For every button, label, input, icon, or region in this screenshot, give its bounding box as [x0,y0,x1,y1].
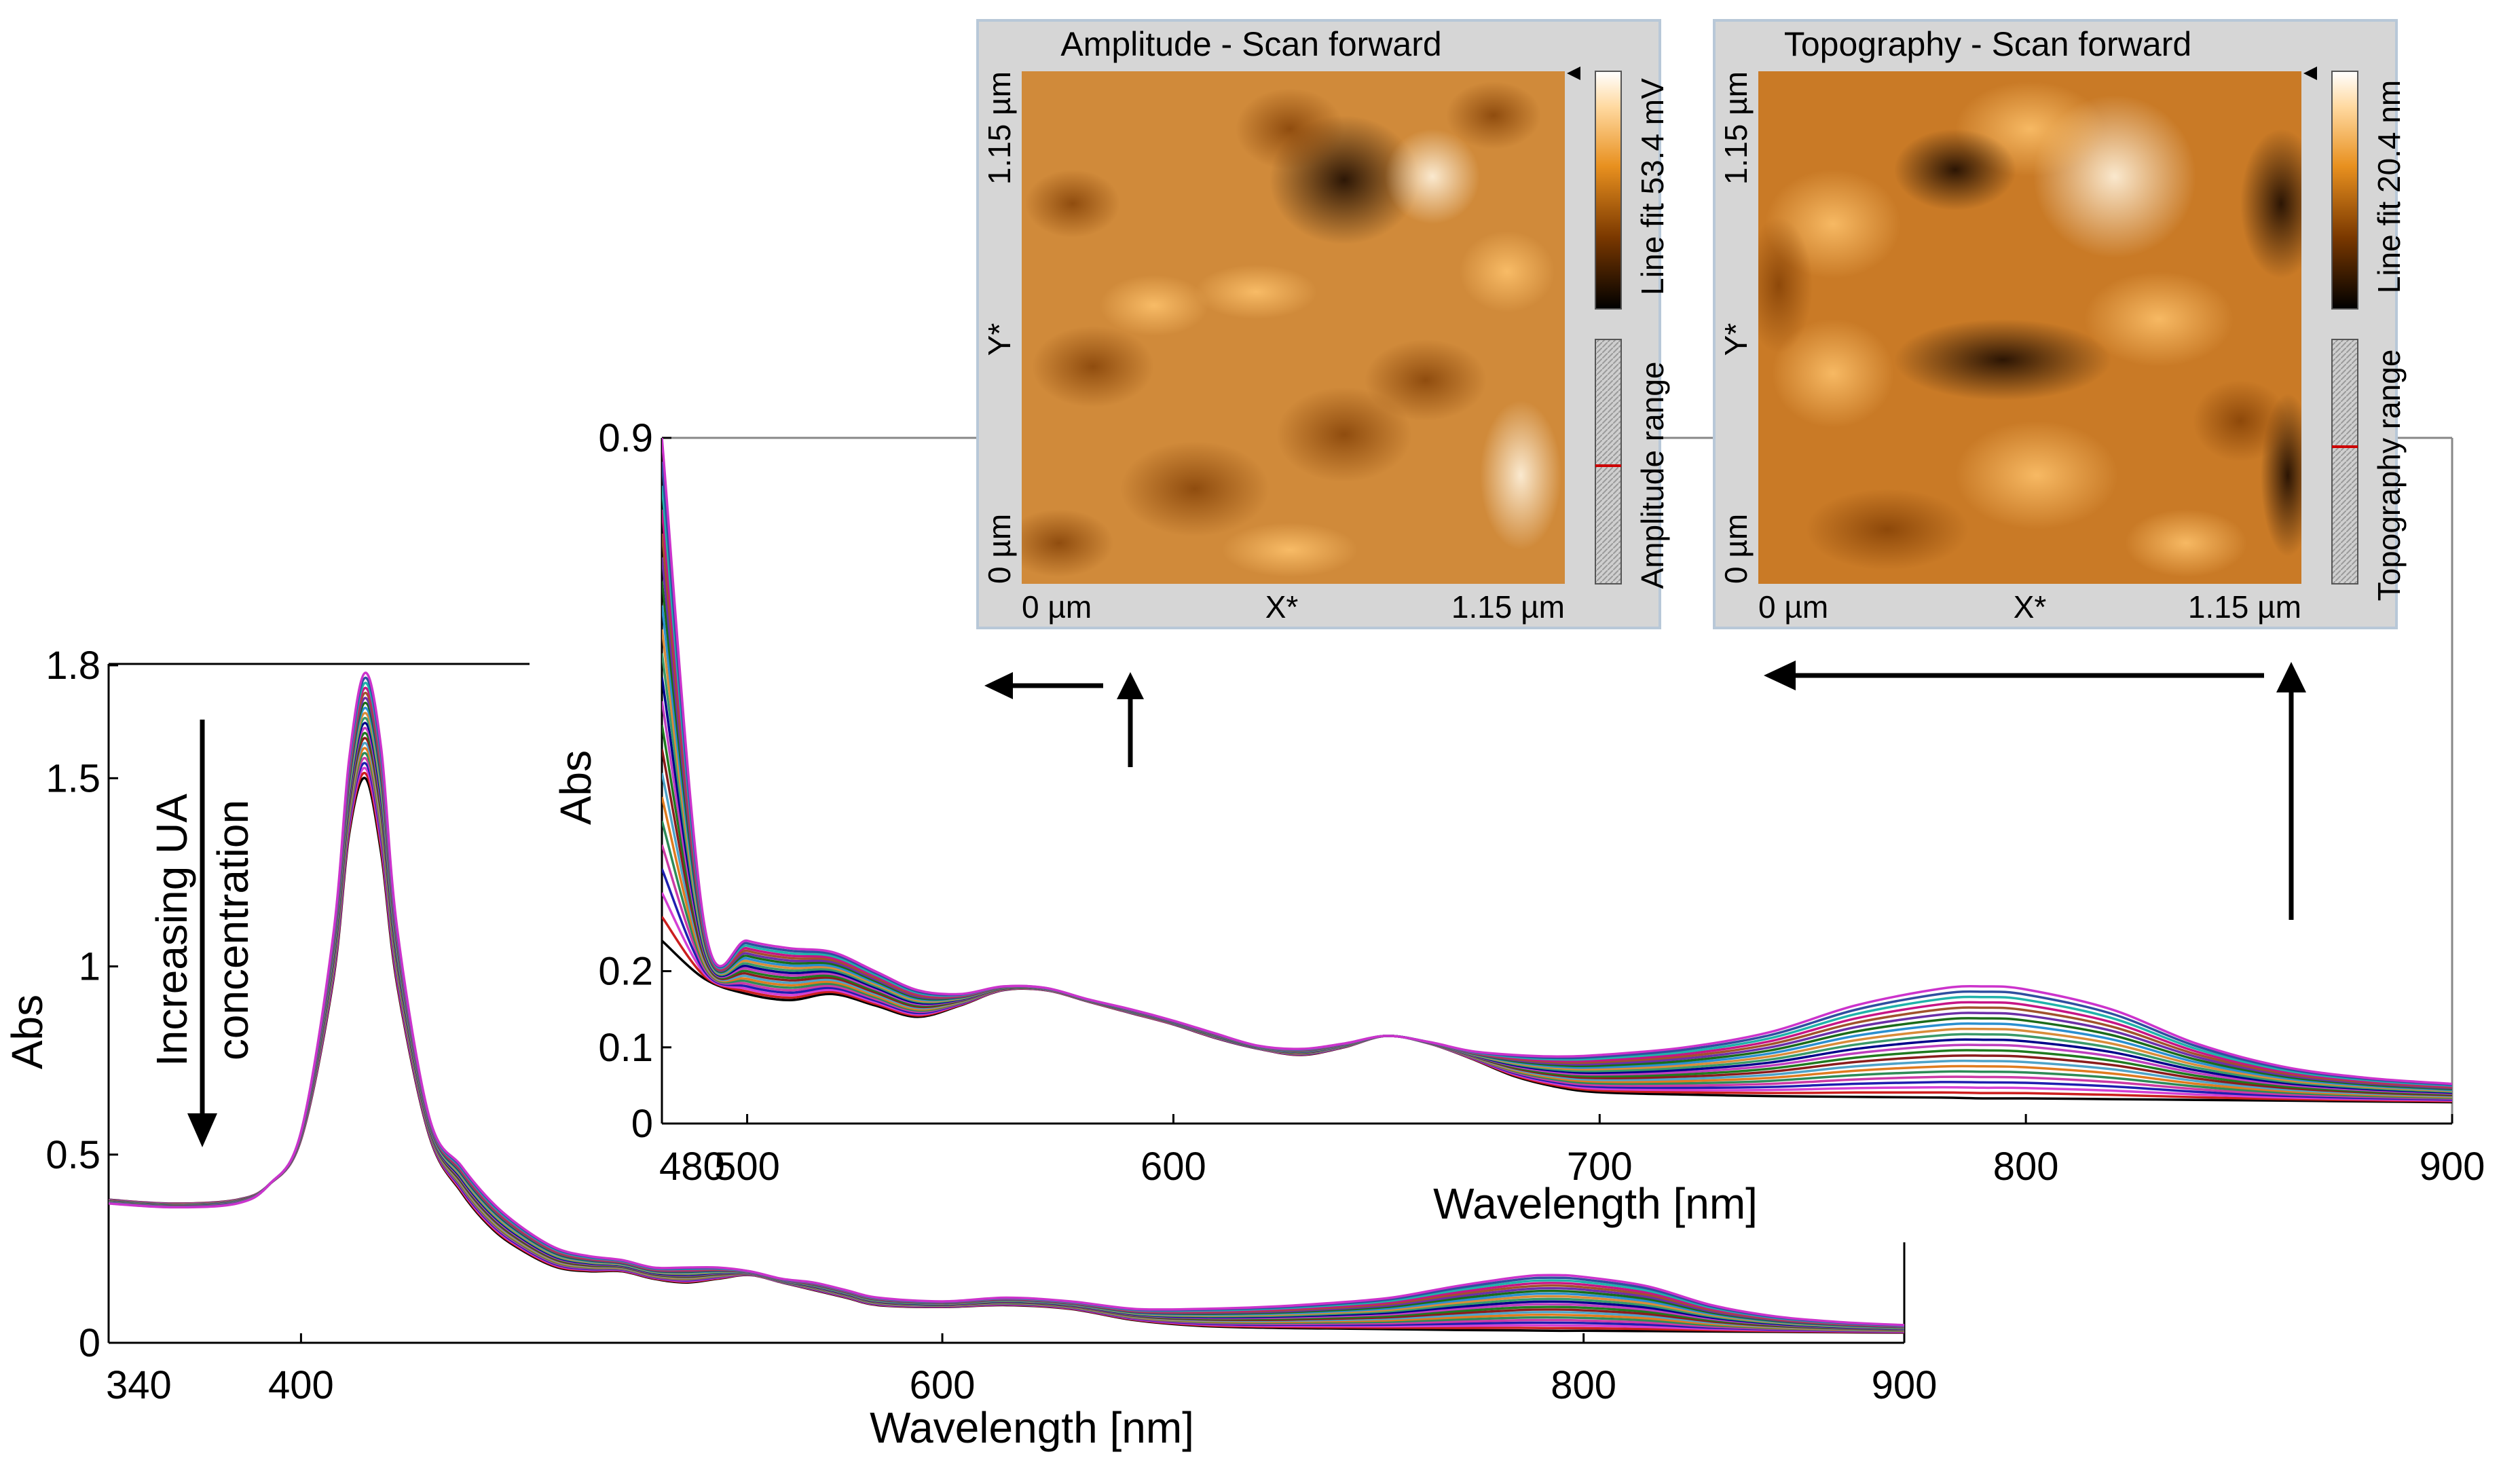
main-x-tick-label: 600 [910,1363,976,1407]
amplitude-range-label: Amplitude range [1635,362,1670,589]
topography-x-start: 0 µm [1758,589,1828,625]
main-y-tick-label: 0 [79,1321,100,1365]
afm-amplitude-panel: Amplitude - Scan forward Line fit 53.4 m… [976,19,1670,629]
amplitude-y-axis: Y* [982,323,1017,356]
main-y-tick-label: 1.5 [45,756,100,800]
main-ticks: 340 400 600 800 900 0 0.5 1 1.5 1.8 [45,644,1937,1407]
inset-x-tick-label: 800 [1993,1145,2059,1189]
topography-scale-label: Line fit 20.4 nm [2371,80,2407,294]
main-x-label: Wavelength [nm] [870,1403,1194,1452]
amplitude-x-axis: X* [1265,589,1299,625]
annotation-line-2: concentration [208,800,257,1060]
topography-range-label: Topography range [2371,350,2407,601]
main-y-tick-label: 0.5 [45,1133,100,1177]
arrow-up-2-head [2276,662,2306,692]
main-y-tick-label: 1.8 [45,644,100,688]
arrow-left-2-head [1764,661,1796,690]
inset-x-label: Wavelength [nm] [1433,1179,1758,1228]
amplitude-title: Amplitude - Scan forward [1060,25,1441,63]
topography-y-axis: Y* [1718,323,1754,356]
main-series-group [109,671,1905,1334]
main-series-line-22 [109,671,1905,1327]
peak-arrows [984,661,2306,920]
amplitude-scale-label: Line fit 53.4 mV [1635,78,1670,295]
topography-y-start: 0 µm [1718,514,1754,584]
inset-y-label: Abs [551,750,600,825]
inset-x-tick-label: 900 [2420,1145,2485,1189]
main-y-label: Abs [3,995,52,1069]
amplitude-x-start: 0 µm [1022,589,1092,625]
inset-y-tick-label: 0.2 [598,950,653,994]
inset-y-tick-label: 0.9 [598,416,653,460]
inset-x-tick-label: 700 [1567,1145,1633,1189]
inset-x-tick-label: 500 [714,1145,780,1189]
main-x-tick-label: 340 [106,1363,172,1407]
topography-colorbar [2331,71,2358,310]
amplitude-image [1022,71,1565,584]
topography-x-axis: X* [2014,589,2047,625]
topography-y-end: 1.15 µm [1718,71,1754,185]
amplitude-y-end: 1.15 µm [982,71,1017,185]
arrow-up-1-head [1117,672,1144,699]
inset-x-tick-label: 480 [659,1145,725,1189]
amplitude-colorbar [1595,71,1622,310]
inset-series-group [662,438,2453,1104]
main-chart: 340 400 600 800 900 0 0.5 1 1.5 1.8 Wavelength [n… [3,644,1937,1452]
arrow-left-1-head [984,672,1013,699]
topography-range-bar [2331,339,2358,585]
inset-y-tick-label: 0.1 [598,1026,653,1070]
topography-colorbar-pointer [2303,67,2317,80]
amplitude-colorbar-pointer [1567,67,1580,80]
annotation-line-1: Increasing UA [147,794,196,1066]
afm-topography-panel: Topography - Scan forward Line fit 20.4 … [1713,19,2407,629]
amplitude-x-end: 1.15 µm [1451,589,1565,625]
concentration-arrow-head [187,1113,217,1147]
amplitude-range-bar [1595,339,1622,585]
main-x-tick-label: 400 [268,1363,334,1407]
topography-image [1758,71,2301,584]
topography-x-end: 1.15 µm [2188,589,2301,625]
inset-x-tick-label: 600 [1141,1145,1206,1189]
inset-y-tick-label: 0 [631,1102,653,1146]
amplitude-y-start: 0 µm [982,514,1017,584]
inset-series-line-22 [662,438,2453,1086]
topography-title: Topography - Scan forward [1784,25,2191,63]
main-x-tick-label: 900 [1872,1363,1938,1407]
main-y-tick-label: 1 [79,945,100,989]
main-x-tick-label: 800 [1551,1363,1616,1407]
